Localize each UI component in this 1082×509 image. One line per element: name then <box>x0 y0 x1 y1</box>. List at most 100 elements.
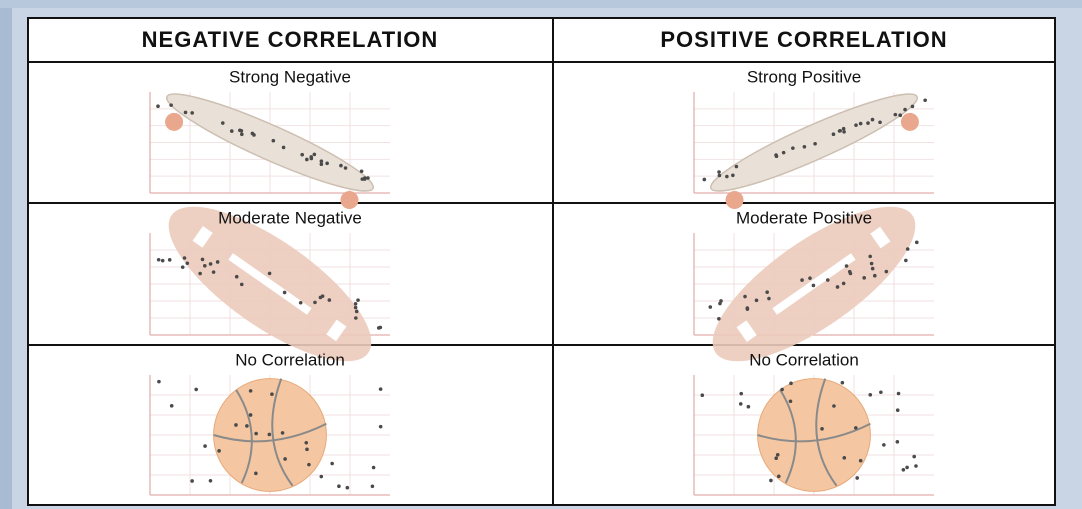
seam <box>779 389 797 484</box>
dot <box>754 298 759 303</box>
cell-title: Strong Positive <box>747 67 861 86</box>
dot <box>313 300 317 305</box>
dot <box>802 144 807 149</box>
dot <box>356 298 360 302</box>
dot <box>354 309 359 314</box>
dot <box>319 162 324 167</box>
dot <box>330 461 334 466</box>
dot <box>378 424 383 429</box>
dot <box>200 257 205 262</box>
dot <box>869 261 874 266</box>
dot <box>309 155 313 159</box>
dot <box>267 432 272 437</box>
dot <box>870 266 875 271</box>
dot <box>868 393 873 397</box>
dot <box>229 129 234 133</box>
dot <box>746 404 751 409</box>
stripe <box>192 226 213 248</box>
dot <box>160 258 165 263</box>
dot <box>743 294 747 299</box>
scatter-illustration <box>693 206 934 362</box>
dot <box>198 271 202 276</box>
cell-title: Strong Negative <box>229 67 351 86</box>
football <box>168 206 372 362</box>
wheel <box>900 112 919 131</box>
dot <box>250 131 255 136</box>
dot <box>248 413 253 417</box>
dot <box>156 104 160 108</box>
dot <box>319 474 324 479</box>
dot <box>700 393 705 398</box>
dot <box>835 285 840 289</box>
dot <box>280 431 285 435</box>
dot <box>305 447 309 452</box>
dot <box>775 452 780 457</box>
dot <box>182 256 187 260</box>
cell-title: Moderate Negative <box>218 208 362 227</box>
dot <box>169 404 174 408</box>
dot <box>238 128 242 133</box>
dot <box>282 290 287 295</box>
dot <box>855 476 860 480</box>
dot <box>791 146 795 150</box>
dot <box>788 399 793 404</box>
dot <box>203 264 207 268</box>
dot <box>300 152 305 157</box>
dot <box>866 121 870 125</box>
dot <box>901 467 906 472</box>
dot <box>234 423 238 427</box>
dot <box>190 479 194 483</box>
dot <box>254 471 258 476</box>
dot <box>254 431 258 436</box>
dot <box>370 484 375 489</box>
dot <box>708 305 713 309</box>
dot <box>745 306 750 310</box>
dot <box>912 454 917 459</box>
wheel <box>725 191 744 210</box>
dot <box>895 408 900 413</box>
cell-title: Moderate Positive <box>736 208 872 227</box>
dot <box>789 381 793 386</box>
dot <box>271 138 276 143</box>
dot <box>844 264 849 268</box>
dot <box>808 276 812 280</box>
dot <box>325 161 329 166</box>
seam <box>815 378 838 487</box>
stripe <box>326 319 347 342</box>
scatter-illustration <box>693 375 934 496</box>
dot <box>717 317 721 321</box>
dot <box>895 440 900 444</box>
dot <box>719 299 723 303</box>
dot <box>825 278 830 282</box>
dot <box>267 271 272 276</box>
skateboard <box>165 93 375 210</box>
dot <box>248 389 253 393</box>
dot <box>339 163 343 168</box>
wheel <box>165 112 184 131</box>
dot <box>905 247 910 251</box>
dot <box>217 449 221 453</box>
dot <box>914 464 918 468</box>
dot <box>734 164 739 169</box>
dot <box>337 484 341 489</box>
dot <box>305 157 309 162</box>
seam <box>213 422 327 443</box>
seam <box>235 389 253 484</box>
table <box>27 17 1056 506</box>
cell-title: No Correlation <box>749 350 859 369</box>
dot <box>872 273 877 278</box>
dot <box>858 121 863 126</box>
dot <box>914 240 919 245</box>
dot <box>841 281 846 286</box>
dot <box>190 111 194 115</box>
dot <box>870 117 875 122</box>
dot <box>307 462 311 467</box>
dot <box>910 104 915 109</box>
dot <box>318 295 323 300</box>
dot <box>239 282 244 287</box>
scatter-illustration <box>149 206 390 362</box>
dot <box>319 159 324 163</box>
dot <box>194 387 198 392</box>
top-strip <box>0 0 1082 8</box>
